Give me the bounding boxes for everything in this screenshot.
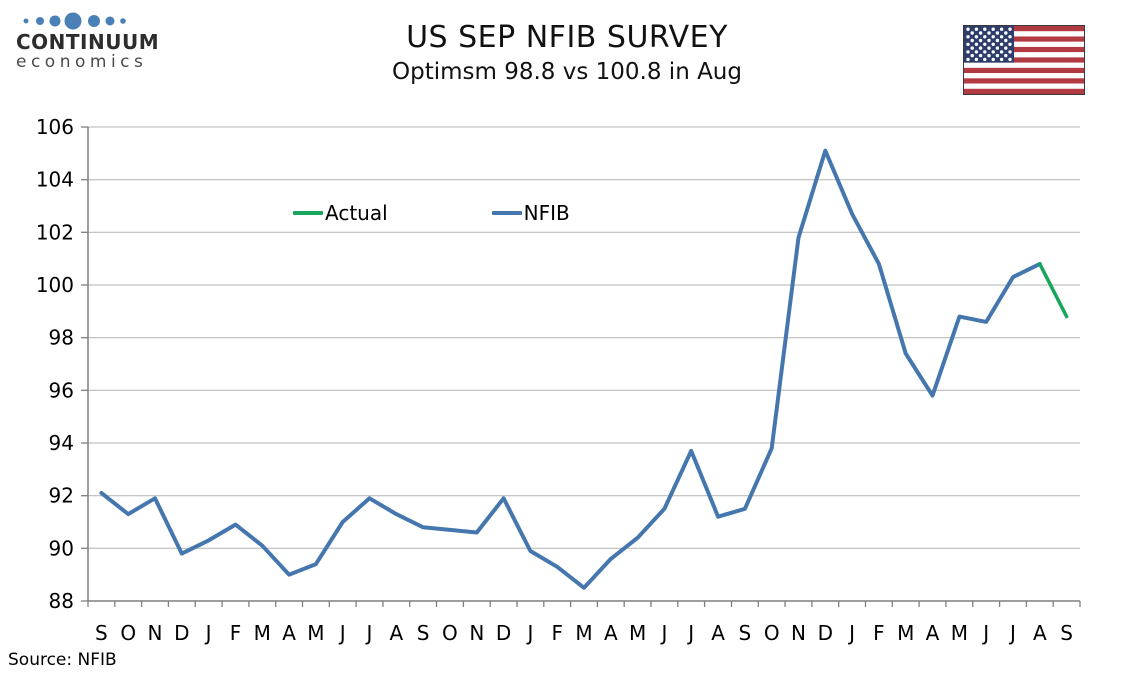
svg-text:O: O [764,621,780,645]
source-note: Source: NFIB [8,650,117,670]
svg-text:J: J [847,621,855,645]
svg-text:88: 88 [49,589,74,613]
actual-line-swatch [293,211,323,215]
svg-text:N: N [469,621,484,645]
svg-text:J: J [365,621,373,645]
svg-text:S: S [1060,621,1073,645]
svg-text:A: A [1033,621,1047,645]
svg-text:104: 104 [36,168,74,192]
svg-text:J: J [686,621,694,645]
svg-text:D: D [174,621,189,645]
svg-text:D: D [818,621,833,645]
svg-text:M: M [951,621,968,645]
svg-text:O: O [120,621,136,645]
logo-brand-text: CONTINUUM [16,30,160,54]
svg-text:F: F [873,621,885,645]
svg-text:S: S [417,621,430,645]
svg-text:J: J [525,621,533,645]
svg-text:A: A [711,621,725,645]
svg-text:A: A [604,621,618,645]
svg-text:J: J [981,621,989,645]
svg-text:S: S [95,621,108,645]
svg-text:S: S [739,621,752,645]
svg-text:M: M [254,621,271,645]
svg-text:A: A [389,621,403,645]
svg-text:102: 102 [36,220,74,244]
legend-item-actual: Actual [293,201,388,225]
svg-text:J: J [338,621,346,645]
svg-text:90: 90 [49,536,74,560]
svg-text:J: J [204,621,212,645]
svg-text:D: D [496,621,511,645]
svg-text:A: A [282,621,296,645]
svg-text:J: J [1008,621,1016,645]
legend-label-nfib: NFIB [523,201,570,225]
svg-text:M: M [307,621,324,645]
brand-logo: CONTINUUM economics [16,10,160,73]
us-flag-icon [963,25,1085,95]
logo-tagline-text: economics [16,52,148,72]
legend-item-nfib: NFIB [491,201,570,225]
svg-text:F: F [230,621,242,645]
svg-text:M: M [575,621,592,645]
svg-text:M: M [629,621,646,645]
legend-label-actual: Actual [325,201,388,225]
svg-text:96: 96 [49,378,74,402]
nfib-line-swatch [491,211,522,215]
svg-text:94: 94 [49,431,74,455]
svg-text:O: O [442,621,458,645]
svg-text:100: 100 [36,273,74,297]
svg-text:J: J [659,621,667,645]
svg-text:M: M [897,621,914,645]
svg-text:98: 98 [49,326,74,350]
svg-text:F: F [551,621,563,645]
svg-text:106: 106 [36,115,74,139]
logo-dots-icon [23,12,126,30]
svg-text:92: 92 [49,484,74,508]
svg-text:N: N [791,621,806,645]
svg-text:A: A [926,621,940,645]
chart-legend: Actual NFIB [293,201,570,225]
svg-text:N: N [148,621,163,645]
